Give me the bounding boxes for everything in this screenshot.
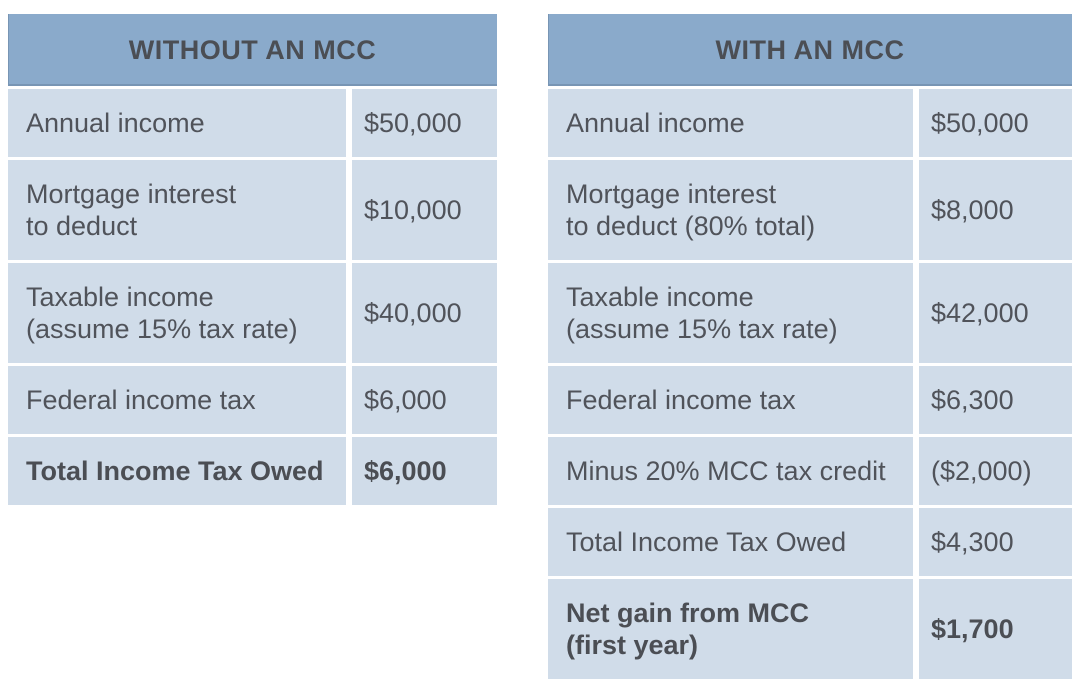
table-header-without-mcc: WITHOUT AN MCC	[8, 14, 497, 86]
row-value: $10,000	[352, 160, 497, 260]
row-label: Mortgage interest to deduct	[8, 160, 346, 260]
table-header-with-mcc: WITH AN MCC	[548, 14, 1072, 86]
row-label: Total Income Tax Owed	[8, 437, 346, 505]
row-value: $50,000	[352, 89, 497, 157]
table-with-mcc: WITH AN MCC Annual income $50,000 Mortgage…	[548, 14, 1072, 679]
row-label: Annual income	[548, 89, 913, 157]
row-label: Minus 20% MCC tax credit	[548, 437, 913, 505]
row-label: Federal income tax	[548, 366, 913, 434]
row-value: $1,700	[919, 579, 1072, 679]
row-value: $4,300	[919, 508, 1072, 576]
row-value: ($2,000)	[919, 437, 1072, 505]
row-value: $50,000	[919, 89, 1072, 157]
row-label: Net gain from MCC (first year)	[548, 579, 913, 679]
row-value: $6,000	[352, 437, 497, 505]
row-label: Total Income Tax Owed	[548, 508, 913, 576]
row-value: $8,000	[919, 160, 1072, 260]
row-value: $42,000	[919, 263, 1072, 363]
row-label: Annual income	[8, 89, 346, 157]
row-label: Taxable income (assume 15% tax rate)	[548, 263, 913, 363]
row-label: Federal income tax	[8, 366, 346, 434]
row-label: Taxable income (assume 15% tax rate)	[8, 263, 346, 363]
row-value: $40,000	[352, 263, 497, 363]
row-value: $6,000	[352, 366, 497, 434]
row-label: Mortgage interest to deduct (80% total)	[548, 160, 913, 260]
table-without-mcc: WITHOUT AN MCC Annual income $50,000 Mortg…	[8, 14, 497, 505]
row-value: $6,300	[919, 366, 1072, 434]
